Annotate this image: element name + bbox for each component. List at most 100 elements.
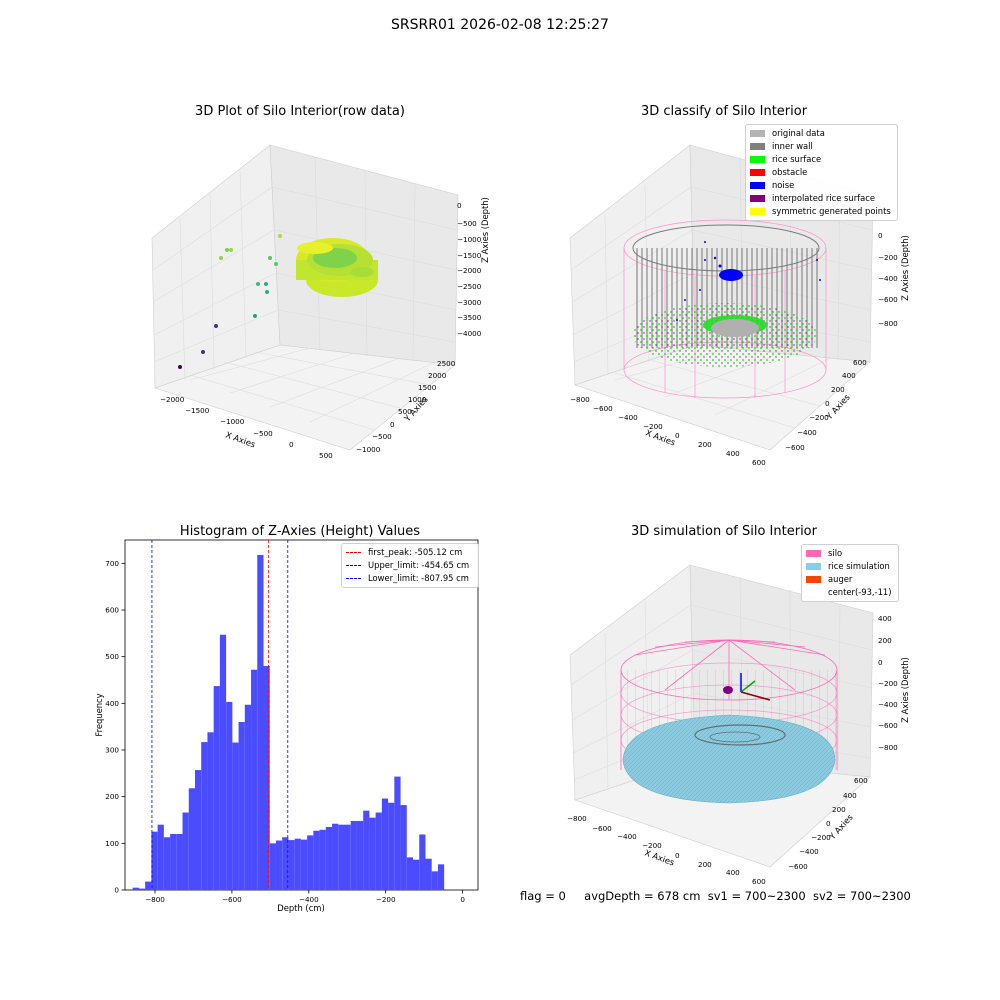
figure-title: SRSRR01 2026-02-08 12:25:27 xyxy=(391,17,609,33)
classify-legend-item: inner wall xyxy=(750,140,893,153)
simulation-z-tick: 200 xyxy=(878,636,892,645)
raw-z-tick: −1500 xyxy=(457,251,482,260)
classify-legend-label: rice surface xyxy=(772,154,822,164)
histogram-bar xyxy=(132,887,139,890)
sv1-value: sv1 = 700~2300 xyxy=(707,889,806,903)
raw-x-tick: 500 xyxy=(319,451,333,460)
histogram-bar xyxy=(201,742,208,890)
simulation-rice-surface xyxy=(622,714,836,804)
histogram-y-tick-label: 500 xyxy=(105,652,119,661)
histogram-bars xyxy=(132,554,445,890)
simulation-y-tick: 400 xyxy=(843,791,857,800)
simulation-y-tick: 600 xyxy=(854,776,868,785)
classify-z-tick: −200 xyxy=(878,253,898,262)
histogram-y-tick-label: 0 xyxy=(114,886,119,895)
raw-z-tick: −3000 xyxy=(457,298,482,307)
classify-x-tick: −400 xyxy=(618,413,638,422)
histogram-y-axis-label: Frequency xyxy=(94,693,104,736)
histogram-x-tick-label: −400 xyxy=(299,895,319,904)
histogram-bar xyxy=(338,824,345,890)
raw-z-tick: −500 xyxy=(457,219,477,228)
simulation-z-tick: 0 xyxy=(878,658,883,667)
histogram-bar xyxy=(431,871,438,890)
classify-legend: original data inner wall rice surface obsta… xyxy=(745,124,898,221)
histogram-bar xyxy=(369,817,376,890)
histogram-bar xyxy=(394,776,401,890)
histogram-legend-line xyxy=(346,552,361,553)
simulation-legend: silo rice simulation auger center(-93,-11) xyxy=(801,544,899,602)
histogram-legend-label: first_peak: -505.12 cm xyxy=(368,547,463,557)
histogram-bar xyxy=(138,888,146,890)
histogram-bar xyxy=(170,834,177,890)
classify-legend-label: symmetric generated points xyxy=(772,206,891,216)
classify-y-tick: −200 xyxy=(809,413,829,422)
simulation-legend-swatch xyxy=(806,576,821,583)
histogram-x-axis-label: Depth (cm) xyxy=(277,903,324,913)
classify-y-ticks: −600 −400 −200 0 200 400 600 xyxy=(785,358,867,452)
classify-legend-label: original data xyxy=(772,128,825,138)
histogram-bar xyxy=(300,839,308,890)
simulation-legend-swatch xyxy=(806,550,821,557)
sv2-value: sv2 = 700~2300 xyxy=(812,889,911,903)
simulation-legend-label: auger xyxy=(828,574,853,584)
raw-z-tick: 0 xyxy=(457,201,462,210)
classify-legend-swatch xyxy=(750,195,765,202)
simulation-legend-item: rice simulation xyxy=(806,560,894,573)
histogram-bar xyxy=(244,704,252,890)
histogram-legend-label: Lower_limit: -807.95 cm xyxy=(368,573,469,583)
histogram-bar xyxy=(294,838,301,890)
simulation-z-tick: −200 xyxy=(878,679,898,688)
classify-legend-label: inner wall xyxy=(772,141,813,151)
histogram-bar xyxy=(182,812,189,890)
classify-x-tick: 400 xyxy=(726,449,740,458)
classify-plot-title: 3D classify of Silo Interior xyxy=(640,104,808,119)
raw-x-axis-label: X Axies xyxy=(224,429,256,449)
simulation-x-tick: 0 xyxy=(675,851,680,860)
classify-z-tick: −400 xyxy=(878,274,898,283)
simulation-z-axis-label: Z Axies (Depth) xyxy=(900,657,910,723)
raw-x-tick: −1500 xyxy=(185,406,210,415)
classify-legend-label: noise xyxy=(772,180,795,190)
histogram-bar xyxy=(350,820,357,890)
histogram-reference-lines xyxy=(151,540,289,890)
histogram-bar xyxy=(213,686,220,890)
histogram-bar xyxy=(400,805,407,890)
classify-x-tick: −800 xyxy=(570,395,590,404)
histogram-y-tick-label: 700 xyxy=(105,559,119,568)
classify-legend-item: interpolated rice surface xyxy=(750,192,893,205)
classify-z-tick: −600 xyxy=(878,295,898,304)
histogram-bar xyxy=(437,864,445,890)
raw-3d-y-ticks: −1000 −500 0 500 1000 1500 2000 2500 xyxy=(356,359,456,454)
simulation-legend-label: center(-93,-11) xyxy=(828,587,892,597)
histogram-y-tick-label: 400 xyxy=(105,699,119,708)
simulation-x-ticks: −800 −600 −400 −200 0 200 400 600 xyxy=(567,814,766,885)
classify-x-tick: 0 xyxy=(675,431,680,440)
classify-legend-item: symmetric generated points xyxy=(750,205,893,218)
simulation-y-axis-label: Y Axies xyxy=(826,812,854,842)
classify-z-tick: 0 xyxy=(878,231,883,240)
status-footer: flag = 0 avgDepth = 678 cm sv1 = 700~230… xyxy=(520,889,911,903)
raw-y-tick: 0 xyxy=(390,420,395,429)
raw-y-tick: 500 xyxy=(398,407,412,416)
simulation-y-tick: 200 xyxy=(832,805,846,814)
histogram-bar xyxy=(257,554,264,890)
histogram-bar xyxy=(226,701,233,890)
simulation-3d-plot: −800 −600 −400 −200 0 200 400 600 X Axie… xyxy=(567,564,910,885)
histogram-legend-line xyxy=(346,565,361,566)
raw-z-tick: −3500 xyxy=(457,313,482,322)
histogram-bar xyxy=(145,881,152,890)
histogram-bar xyxy=(275,840,283,890)
classify-y-tick: −400 xyxy=(797,428,817,437)
classify-x-tick: −200 xyxy=(643,422,663,431)
classify-legend-swatch xyxy=(750,130,765,137)
histogram-bar xyxy=(282,837,289,890)
simulation-x-tick: 400 xyxy=(726,868,740,877)
raw-z-tick: −4000 xyxy=(457,329,482,338)
raw-x-tick: −2000 xyxy=(160,395,185,404)
simulation-z-ticks: 400 200 0 −200 −400 −600 −800 xyxy=(878,614,898,752)
histogram-y-tick-label: 600 xyxy=(105,606,119,615)
classify-y-tick: 200 xyxy=(831,385,845,394)
classify-legend-label: interpolated rice surface xyxy=(772,193,875,203)
simulation-x-tick: −400 xyxy=(617,832,637,841)
histogram-bar xyxy=(332,823,339,890)
